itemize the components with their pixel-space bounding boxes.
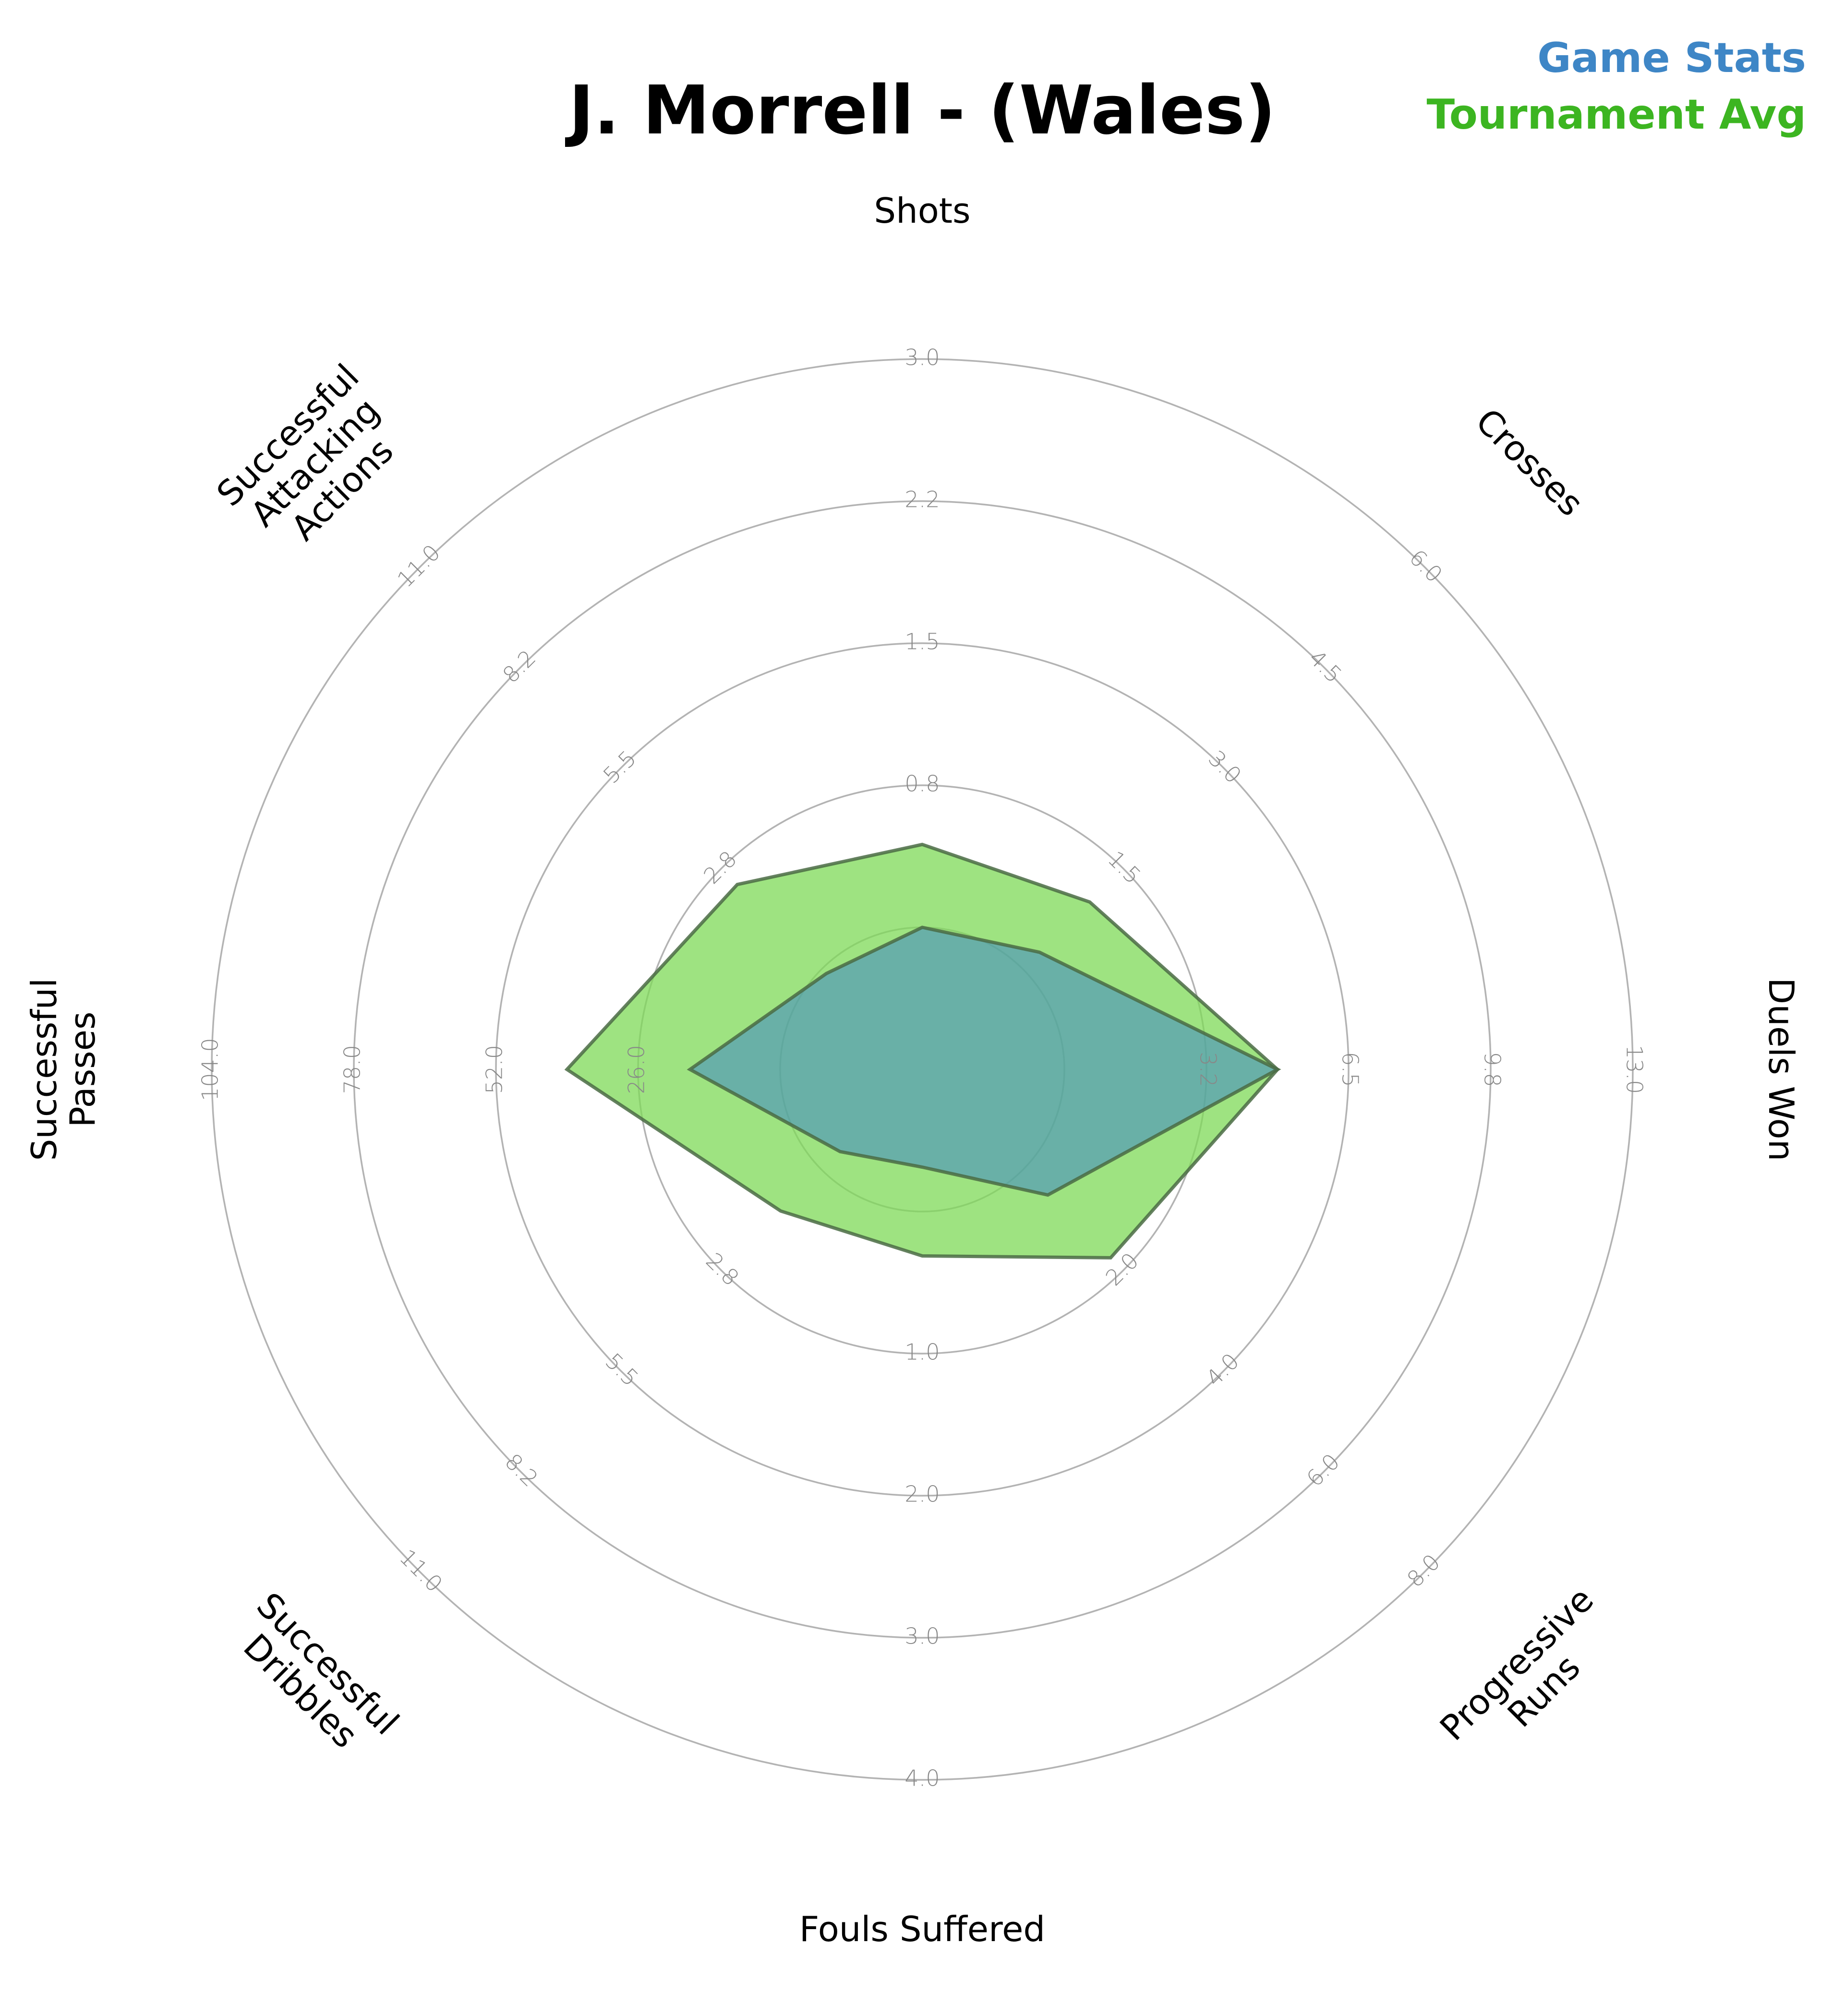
axis-label: Crosses [1468, 401, 1592, 524]
grid-ring-3 [353, 500, 1492, 1639]
tick-label: 104.0 [197, 1038, 223, 1101]
tick-label: 1.5 [904, 629, 940, 655]
tick-label: 11.0 [395, 1544, 448, 1597]
tick-label: 8.2 [500, 1449, 543, 1492]
series-game-stats [687, 925, 1281, 1197]
tick-label: 6.5 [1338, 1052, 1363, 1087]
tick-label: 8.2 [497, 645, 541, 688]
axis-label: ProgressiveRuns [1432, 1579, 1628, 1776]
tick-label: 3.0 [904, 345, 940, 371]
grid-ring-4 [211, 358, 1634, 1781]
axis-label: SuccessfulPasses [24, 978, 103, 1161]
tick-label: 1.0 [904, 1339, 940, 1365]
tick-label: 2.0 [904, 1481, 940, 1507]
legend-entry-game-stats: Game Stats [1537, 34, 1806, 82]
tick-label: 1.5 [1103, 846, 1146, 889]
tick-label: 4.0 [1201, 1348, 1244, 1391]
tick-label: 11.0 [392, 540, 446, 593]
grid-rings [211, 358, 1634, 1781]
axis-label: Shots [874, 191, 970, 231]
tick-label: 6.0 [1404, 544, 1447, 588]
tick-label: 2.8 [699, 846, 742, 889]
tick-label: 6.0 [1302, 1449, 1345, 1492]
axis-label: SuccessfulAttackingActions [209, 356, 421, 568]
tick-label: 52.0 [482, 1045, 507, 1094]
tick-label: 13.0 [1622, 1045, 1648, 1094]
tick-label: 3.0 [1203, 745, 1246, 789]
tick-label: 4.5 [1304, 645, 1347, 688]
tick-label: 2.2 [904, 487, 940, 513]
tick-label: 8.0 [1402, 1549, 1445, 1592]
tick-label: 3.0 [904, 1623, 940, 1649]
tick-label: 4.0 [904, 1765, 940, 1791]
grid-ring-2 [495, 642, 1350, 1497]
tick-label: 78.0 [339, 1045, 365, 1094]
axis-label: Fouls Suffered [799, 1909, 1045, 1949]
axis-label: Duels Won [1761, 978, 1801, 1161]
tick-label: 5.5 [598, 745, 641, 789]
chart-title: J. Morrell - (Wales) [565, 72, 1276, 150]
tick-label: 26.0 [624, 1045, 650, 1094]
tick-label: 3.2 [1195, 1052, 1221, 1087]
tick-label: 5.5 [601, 1348, 644, 1391]
legend-entry-tournament-avg: Tournament Avg [1426, 91, 1806, 139]
tick-label: 2.8 [701, 1248, 744, 1291]
series-layer [564, 842, 1281, 1260]
tick-label: 9.8 [1480, 1052, 1506, 1087]
axis-label: SuccessfulDribbles [222, 1585, 407, 1770]
tick-label: 0.8 [904, 771, 940, 797]
